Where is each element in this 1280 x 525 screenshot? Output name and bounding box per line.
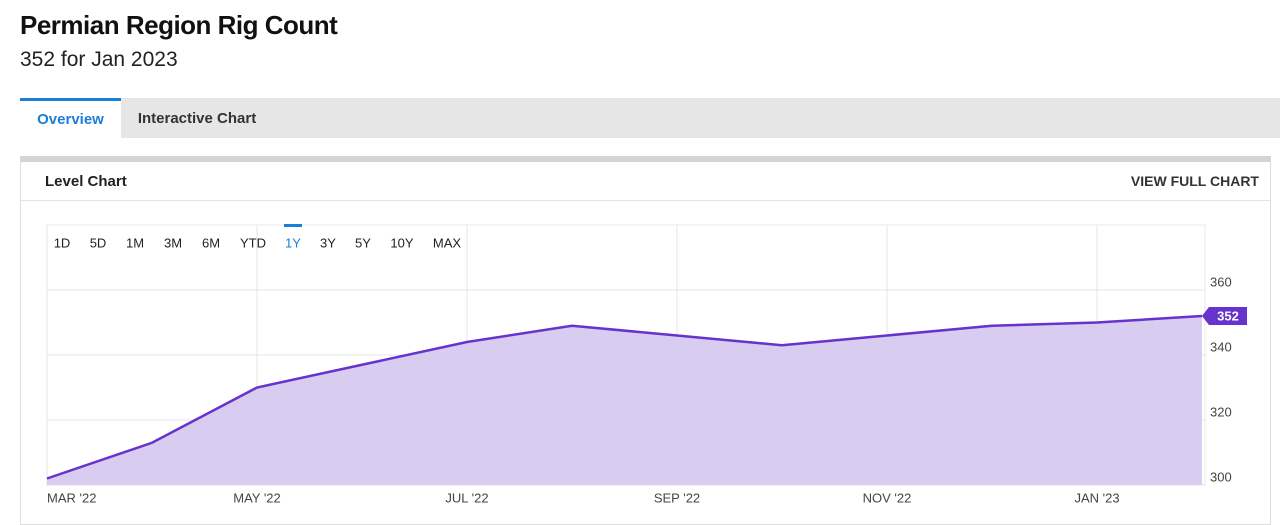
tab-bar: Overview Interactive Chart <box>20 98 1280 138</box>
y-tick-label: 340 <box>1210 339 1232 354</box>
x-tick-label: JUL '22 <box>445 490 488 505</box>
y-tick-label: 300 <box>1210 469 1232 484</box>
tab[interactable]: Interactive Chart <box>137 110 257 127</box>
x-tick-label: NOV '22 <box>863 490 912 505</box>
last-value-label: 352 <box>1217 308 1239 323</box>
divider <box>21 200 1270 201</box>
range-button[interactable]: 1Y <box>285 235 301 250</box>
x-tick-label: MAR '22 <box>47 490 96 505</box>
last-value-flag <box>1202 307 1247 325</box>
page-subtitle: 352 for Jan 2023 <box>20 48 178 71</box>
x-tick-label: MAY '22 <box>233 490 281 505</box>
area-line <box>46 314 1203 480</box>
range-button[interactable]: 10Y <box>390 235 413 250</box>
view-full-chart[interactable]: VIEW FULL CHART <box>1130 173 1259 189</box>
range-button[interactable]: 5Y <box>355 235 371 250</box>
panel-title: Level Chart <box>45 173 127 190</box>
range-button[interactable]: 1M <box>126 235 144 250</box>
range-active-bar <box>284 224 302 227</box>
range-button[interactable]: YTD <box>240 235 266 250</box>
range-button[interactable]: 5D <box>90 235 107 250</box>
x-tick-label: JAN '23 <box>1074 490 1119 505</box>
range-button[interactable]: 3M <box>164 235 182 250</box>
y-tick-label: 360 <box>1210 274 1232 289</box>
page-title: Permian Region Rig Count <box>20 10 338 40</box>
x-tick-label: SEP '22 <box>654 490 700 505</box>
tab[interactable]: Overview <box>20 98 121 138</box>
y-tick-label: 320 <box>1210 404 1232 419</box>
range-button[interactable]: 6M <box>202 235 220 250</box>
range-button[interactable]: 1D <box>54 235 71 250</box>
range-button[interactable]: 3Y <box>320 235 336 250</box>
area-fill <box>47 316 1202 485</box>
range-button[interactable]: MAX <box>433 235 462 250</box>
